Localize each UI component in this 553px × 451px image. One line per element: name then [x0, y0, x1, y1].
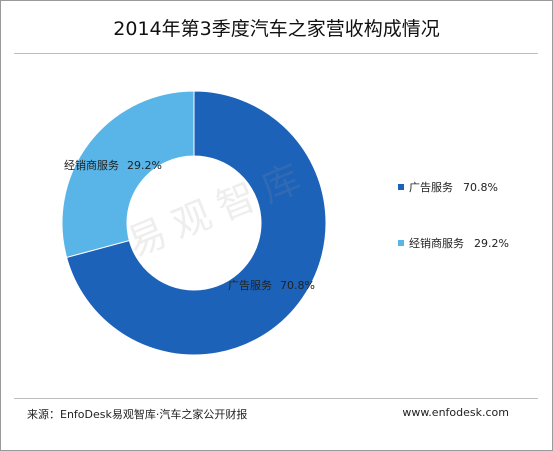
title-divider	[14, 53, 538, 54]
slice-label-dealer-value: 29.2%	[127, 159, 162, 172]
source-text: 来源：EnfoDesk易观智库·汽车之家公开财报	[27, 408, 248, 421]
slice-label-dealer-name: 经销商服务	[64, 159, 119, 172]
legend-item-dealer: 经销商服务 29.2%	[398, 235, 509, 251]
legend-label-ads: 广告服务	[409, 181, 453, 194]
donut-slice-ads	[65, 90, 327, 356]
legend-item-ads: 广告服务 70.8%	[398, 179, 498, 195]
slice-label-ads-name: 广告服务	[228, 279, 272, 292]
slice-label-dealer: 经销商服务 29.2%	[64, 157, 162, 173]
legend-value-dealer: 29.2%	[474, 236, 509, 250]
site-url: www.enfodesk.com	[402, 406, 509, 419]
legend-label-dealer: 经销商服务	[409, 237, 464, 250]
legend-swatch-dealer	[398, 240, 404, 246]
legend-value-ads: 70.8%	[463, 180, 498, 194]
slice-label-ads: 广告服务 70.8%	[228, 277, 315, 293]
footer-divider	[14, 398, 538, 399]
legend-swatch-ads	[398, 184, 404, 190]
slice-label-ads-value: 70.8%	[280, 279, 315, 292]
page-title: 2014年第3季度汽车之家营收构成情况	[113, 18, 440, 40]
donut-slice-dealer	[61, 90, 195, 259]
